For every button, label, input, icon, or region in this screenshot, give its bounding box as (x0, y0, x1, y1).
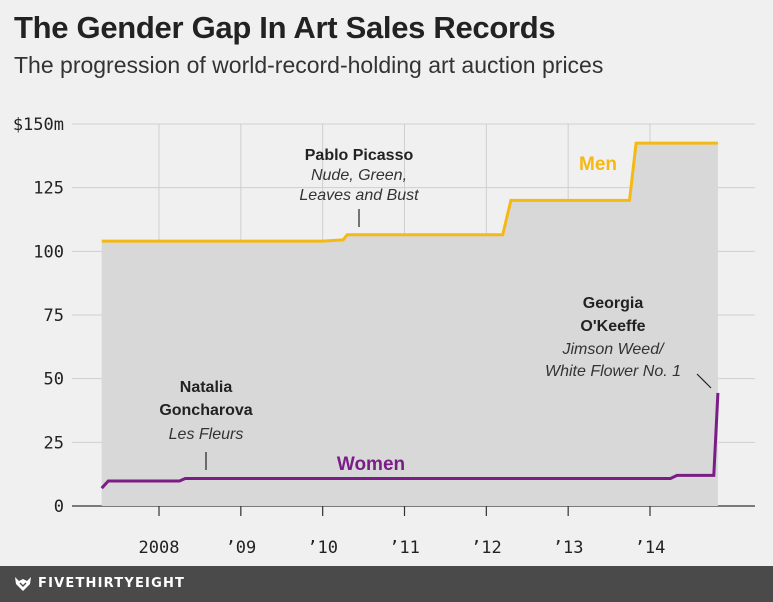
legend-women: Women (337, 454, 405, 475)
y-tick-label: 100 (33, 242, 64, 262)
annotation-okeeffe-name-1: Georgia (583, 295, 644, 312)
y-tick-label: 125 (33, 179, 64, 199)
x-axis: 2008 ’09 ’10 ’11 ’12 ’13 ’14 (139, 506, 666, 558)
chart-subtitle: The progression of world-record-holding … (14, 52, 604, 78)
y-axis: 0 25 50 75 100 125 $150m (13, 115, 64, 517)
fox-logo-icon (15, 577, 31, 591)
series-line-women (100, 392, 720, 490)
footer-brand: FIVETHIRTYEIGHT (38, 576, 186, 591)
y-tick-label: 0 (54, 497, 64, 517)
annotation-goncharova-name-2: Goncharova (159, 402, 252, 419)
chart: 0 25 50 75 100 125 $150m 2008 ’09 ’10 ’11 ’12 ’13 ’1… (13, 115, 755, 558)
y-tick-label: 25 (44, 433, 64, 453)
annotation-okeeffe: Georgia O'Keeffe Jimson Weed/ White Flow… (545, 295, 712, 389)
x-tick-label: ’13 (553, 538, 584, 558)
x-tick-label: 2008 (139, 538, 180, 558)
series-line-men (101, 141, 718, 243)
annotation-picasso: Pablo Picasso Nude, Green, Leaves and Bu… (299, 147, 419, 227)
annotation-picasso-name: Pablo Picasso (305, 147, 414, 164)
annotation-goncharova-work: Les Fleurs (169, 426, 244, 443)
annotation-goncharova: Natalia Goncharova Les Fleurs (159, 379, 253, 470)
footer-bar: FIVETHIRTYEIGHT (0, 566, 773, 602)
x-tick-label: ’10 (307, 538, 338, 558)
x-tick-label: ’14 (635, 538, 666, 558)
annotation-okeeffe-leader (696, 373, 712, 389)
annotation-okeeffe-name-2: O'Keeffe (580, 318, 645, 335)
annotation-picasso-work-1: Nude, Green, (311, 167, 407, 184)
men-area (101, 143, 718, 506)
y-tick-label: $150m (13, 115, 64, 135)
x-tick-label: ’09 (225, 538, 256, 558)
chart-title: The Gender Gap In Art Sales Records (14, 10, 556, 45)
annotation-goncharova-name-1: Natalia (180, 379, 233, 396)
x-tick-label: ’12 (471, 538, 502, 558)
y-tick-label: 75 (44, 306, 64, 326)
y-tick-label: 50 (44, 370, 64, 390)
annotation-okeeffe-work-2: White Flower No. 1 (545, 363, 681, 380)
annotation-picasso-work-2: Leaves and Bust (299, 187, 419, 204)
x-tick-label: ’11 (389, 538, 420, 558)
legend-men: Men (579, 154, 617, 175)
annotation-okeeffe-work-1: Jimson Weed/ (561, 341, 665, 358)
